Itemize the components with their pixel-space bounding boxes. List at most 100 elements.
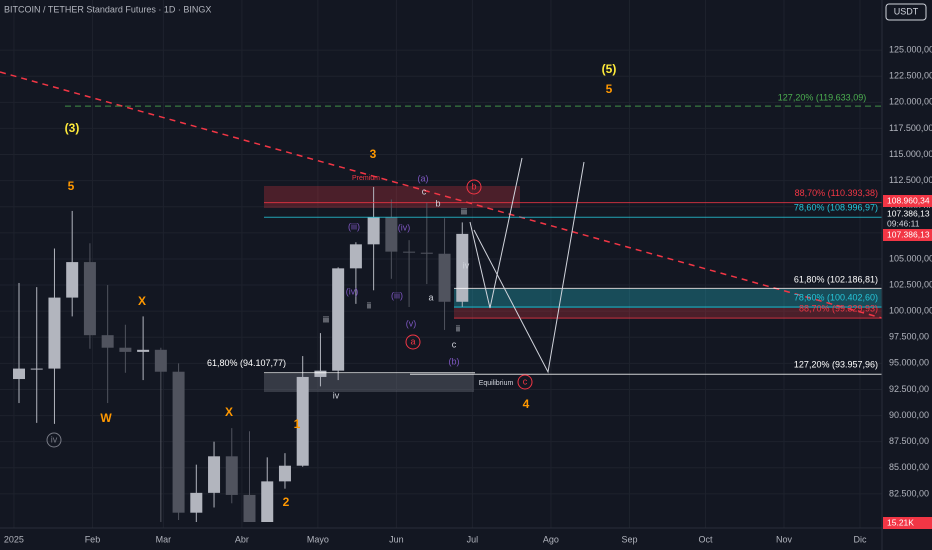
candle-body — [172, 371, 185, 513]
price-tag: 108.960,34 — [887, 195, 930, 205]
wave-circle — [517, 374, 533, 390]
wave-label: 5 — [68, 179, 75, 193]
wave-label: 3 — [370, 147, 377, 161]
y-tick-label: 82.500,00 — [889, 488, 929, 498]
equilibrium-zone — [264, 374, 474, 392]
candle-body — [438, 253, 451, 302]
x-tick-label: Sep — [621, 534, 637, 544]
wave-label: (b) — [449, 356, 460, 366]
fib-label: 61,80% (94.107,77) — [207, 358, 286, 368]
x-tick-label: Nov — [776, 534, 793, 544]
wave-label: iv — [463, 260, 470, 270]
note: Premium — [352, 175, 380, 182]
candle-body — [314, 370, 327, 377]
y-tick-label: 105.000,00 — [889, 253, 932, 263]
candle-body — [208, 456, 221, 493]
levels: 127,20% (119.633,09) 88,70% (110.393,38) 7… — [65, 93, 882, 375]
x-tick-label: Oct — [698, 534, 713, 544]
wave-label: iii — [323, 314, 329, 324]
wave-label: (iv) — [398, 222, 411, 232]
candle-body — [190, 492, 203, 513]
candle-body — [225, 456, 238, 495]
wave-label: iii — [461, 206, 467, 216]
wave-label: a — [428, 292, 433, 302]
price-tag-box — [883, 517, 932, 529]
wave-label: (3) — [65, 121, 80, 135]
wave-label: (iv) — [346, 286, 359, 296]
price-tag: 107.386,13 — [887, 229, 930, 239]
wave-label: (a) — [418, 173, 429, 183]
wave-circle — [46, 432, 62, 448]
y-tick-label: 90.000,00 — [889, 410, 929, 420]
candle-body — [420, 252, 433, 254]
currency: USDT — [894, 6, 919, 16]
candle-body — [456, 233, 469, 302]
candle-body — [119, 347, 132, 352]
wave-label: (5) — [602, 62, 617, 76]
candle-body — [332, 268, 345, 371]
y-tick-label: 87.500,00 — [889, 436, 929, 446]
wave-label: c — [523, 376, 528, 386]
candle-body — [243, 494, 256, 522]
chart-title: BITCOIN / TETHER Standard Futures · 1D ·… — [4, 4, 211, 14]
y-tick-label: 122.500,00 — [889, 71, 932, 81]
wave-label: c — [422, 186, 427, 196]
candle-body — [154, 349, 167, 372]
candle-body — [403, 251, 416, 253]
candle-body — [48, 297, 61, 369]
y-tick-label: 120.000,00 — [889, 97, 932, 107]
y-tick-label: 100.000,00 — [889, 306, 932, 316]
fib-label: 61,80% (102.186,81) — [794, 275, 878, 285]
price-tag: 15.21K — [887, 517, 914, 527]
wave-label: iv — [51, 434, 58, 444]
candle-body — [83, 262, 96, 336]
supply-zone — [264, 186, 520, 208]
x-tick-label: 2025 — [4, 534, 24, 544]
x-tick-label: Jun — [389, 534, 404, 544]
wave-label: c — [452, 339, 457, 349]
price-tag-box — [883, 229, 932, 241]
note: Equilibrium — [479, 380, 514, 387]
fib-label: 88,70% (99.329,93) — [799, 304, 878, 314]
price-tag-box — [883, 218, 932, 230]
x-tick-label: Mar — [156, 534, 172, 544]
price-tag: 107.386,13 — [887, 208, 930, 218]
wave-label: (v) — [406, 318, 417, 328]
projection — [473, 161, 585, 374]
fib-label: 127,20% (93.957,96) — [794, 360, 878, 370]
candle-body — [66, 262, 79, 298]
wave-label: 4 — [523, 397, 530, 411]
x-tick-label: Ago — [543, 534, 559, 544]
candle-body — [137, 349, 150, 352]
y-tick-label: 85.000,00 — [889, 462, 929, 472]
candles — [12, 186, 469, 522]
y-tick-label: 125.000,00 — [889, 44, 932, 54]
wave-label: a — [410, 336, 415, 346]
candle-body — [101, 335, 114, 348]
y-tick-label: 97.500,00 — [889, 332, 929, 342]
fib-zone — [454, 308, 882, 318]
price-tag-box — [883, 208, 932, 220]
candle-body — [296, 376, 309, 466]
wave-label: W — [100, 411, 112, 425]
candle-body — [385, 217, 398, 252]
axes: 82.500,00 85.000,00 87.500,00 90.000,00 92.5… — [4, 44, 932, 544]
wave-circle — [466, 179, 482, 195]
x-tick-label: Abr — [235, 534, 249, 544]
candle-body — [261, 481, 274, 522]
y-tick-label: 95.000,00 — [889, 358, 929, 368]
price-tag: 09:46:11 — [887, 218, 920, 228]
y-tick-label: 92.500,00 — [889, 384, 929, 394]
wave-label: 2 — [283, 495, 290, 509]
candle-body — [30, 368, 43, 370]
y-tick-label: 102.500,00 — [889, 279, 932, 289]
y-tick-label: 115.000,00 — [889, 149, 932, 159]
wave-label: b — [435, 198, 440, 208]
fib-label: 78,60% (100.402,60) — [794, 292, 878, 302]
wave-label: ii — [367, 300, 371, 310]
x-tick-label: Dic — [853, 534, 866, 544]
fib-label: 88,70% (110.393,38) — [795, 188, 878, 198]
